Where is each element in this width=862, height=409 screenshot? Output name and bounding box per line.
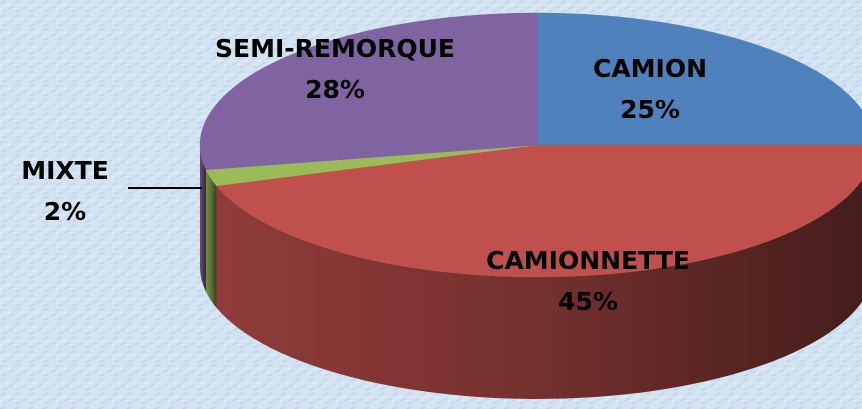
category-label: CAMIONNETTE — [486, 246, 690, 275]
pie-tops — [199, 12, 862, 278]
category-label: SEMI-REMORQUE — [215, 34, 455, 63]
value-label: 2% — [44, 197, 86, 226]
category-label: CAMION — [593, 54, 707, 83]
category-label: MIXTE — [21, 156, 109, 185]
slice — [199, 12, 538, 170]
value-label: 28% — [305, 75, 365, 104]
slice-side — [216, 179, 862, 399]
value-label: 25% — [620, 95, 680, 124]
value-label: 45% — [558, 287, 618, 316]
pie-sides — [200, 145, 862, 399]
labels: CAMION 25% CAMIONNETTE 45% MIXTE 2% SEMI-REMOR… — [21, 34, 707, 316]
slice-side — [205, 169, 217, 308]
slice — [536, 12, 862, 146]
slice — [216, 144, 862, 278]
slice-side — [200, 145, 206, 292]
